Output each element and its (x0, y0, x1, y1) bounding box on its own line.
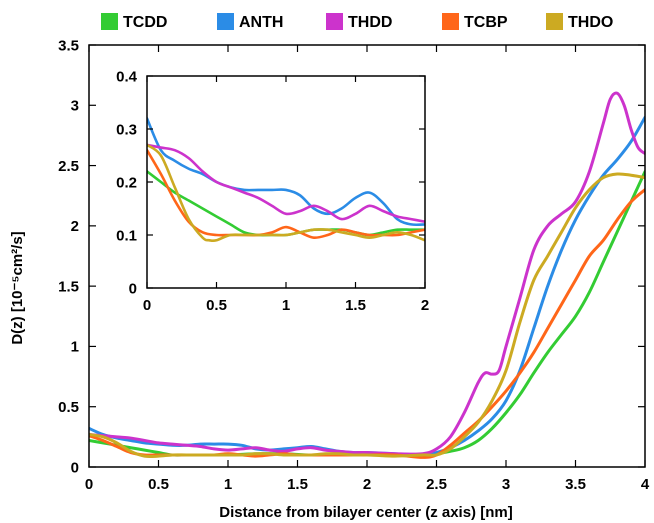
main-plot-area: 0 0.5 1 1.5 2 2.5 3 3.5 4 0 0.5 1 1.5 2 2.5 3 3.5 (58, 37, 650, 493)
legend-label: THDO (568, 14, 613, 31)
main-y-tick-label: 1.5 (58, 278, 79, 295)
legend-label: ANTH (239, 14, 283, 31)
legend-swatch (442, 13, 459, 30)
inset-series-thdd (147, 143, 425, 224)
legend-swatch (326, 13, 343, 30)
inset-y-tick-label: 0.3 (116, 121, 137, 138)
main-x-tick-label: 1.5 (287, 476, 308, 493)
main-x-tick-label: 3 (502, 476, 510, 493)
inset-series-group (147, 117, 425, 243)
inset-x-tick-label: 0 (143, 297, 151, 314)
main-y-tick-label: 0.5 (58, 399, 79, 416)
main-x-tick-label: 2 (363, 476, 371, 493)
inset-background (147, 76, 425, 288)
main-series-thdo (89, 172, 645, 459)
legend-swatch (217, 13, 234, 30)
inset-series-thdo (147, 143, 425, 243)
main-y-tick-label: 1 (71, 339, 79, 356)
x-axis-label: Distance from bilayer center (z axis) [n… (219, 504, 512, 521)
main-x-tick-label: 0.5 (148, 476, 169, 493)
legend-item-tcbp: TCBP (442, 13, 508, 31)
legend-item-thdo: THDO (546, 13, 613, 31)
inset-x-tick-label: 1.5 (345, 297, 366, 314)
legend-swatch (546, 13, 563, 30)
legend-item-thdd: THDD (326, 13, 392, 31)
inset-y-tick-label: 0.1 (116, 227, 137, 244)
inset-y-tick-label: 0 (129, 280, 137, 297)
inset-series-anth (147, 117, 425, 227)
legend-label: TCDD (123, 14, 167, 31)
main-x-tick-label: 3.5 (565, 476, 586, 493)
inset-y-tick-label: 0.4 (116, 68, 138, 85)
main-x-tick-label: 0 (85, 476, 93, 493)
legend-label: TCBP (464, 14, 508, 31)
legend-item-tcdd: TCDD (101, 13, 167, 31)
main-series-group (89, 91, 645, 459)
main-x-tick-label: 2.5 (426, 476, 447, 493)
inset-plot-area: 0 0.5 1 1.5 2 0 0.1 0.2 0.3 0.4 (116, 68, 429, 314)
main-y-tick-label: 2.5 (58, 158, 79, 175)
main-y-tick-label: 3 (71, 98, 79, 115)
inset-y-tick-label: 0.2 (116, 174, 137, 191)
inset-x-tick-label: 2 (421, 297, 429, 314)
main-x-tick-label: 1 (224, 476, 232, 493)
legend: TCDD ANTH THDD TCBP THDO (101, 13, 613, 31)
main-x-tick-label: 4 (641, 476, 650, 493)
main-y-tick-label: 0 (71, 459, 79, 476)
y-axis-label: D(z) [10⁻⁵cm²/s] (9, 231, 26, 344)
inset-x-tick-label: 0.5 (206, 297, 227, 314)
main-y-tick-label: 3.5 (58, 37, 79, 54)
inset-x-tick-label: 1 (282, 297, 290, 314)
legend-label: THDD (348, 14, 392, 31)
legend-item-anth: ANTH (217, 13, 283, 31)
legend-swatch (101, 13, 118, 30)
main-y-tick-label: 2 (71, 218, 79, 235)
